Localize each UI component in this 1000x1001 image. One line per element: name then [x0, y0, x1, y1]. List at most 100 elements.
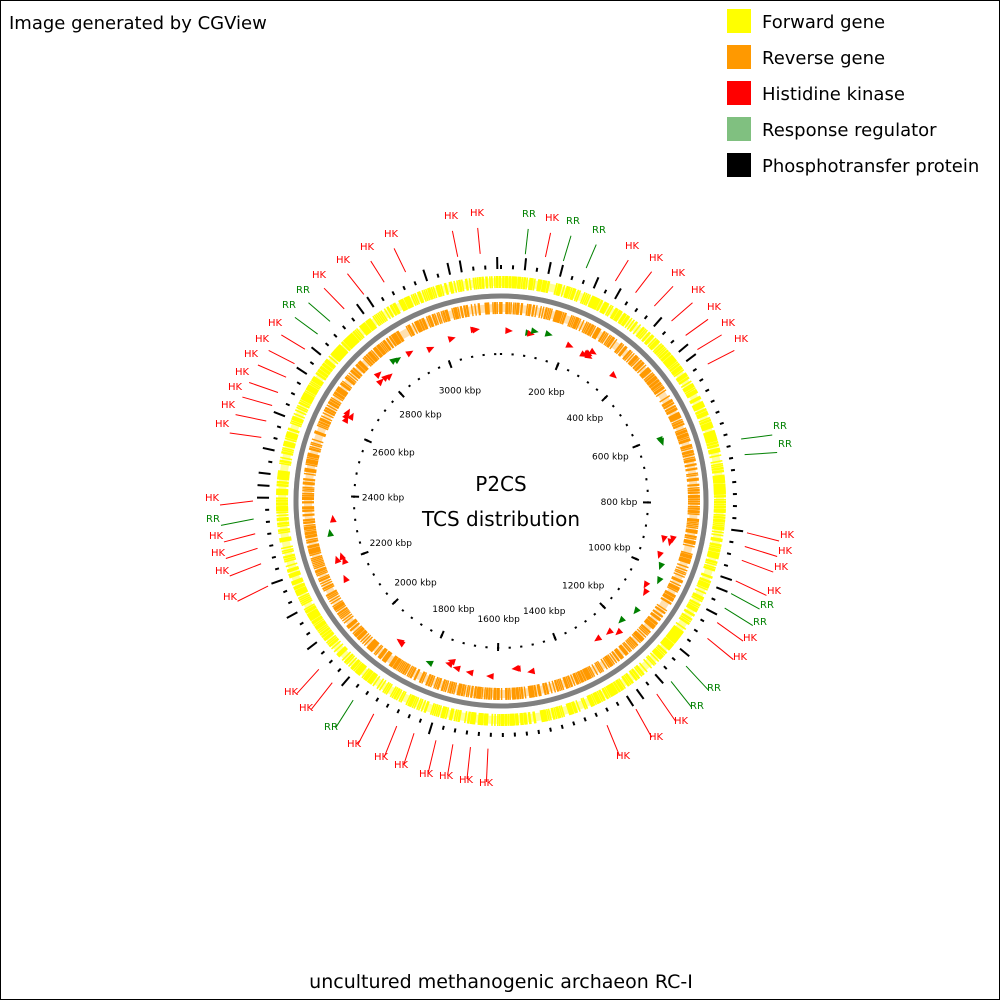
hk-label: HK: [616, 751, 631, 762]
forward-gene: [510, 714, 511, 726]
callout-leader: [725, 608, 753, 625]
legend-swatch: [727, 9, 751, 33]
hk-label: HK: [374, 752, 389, 763]
reverse-gene: [482, 687, 483, 699]
hk-label: HK: [721, 318, 736, 329]
ruler-minor-tick: [439, 367, 440, 369]
hk-marker: [448, 336, 456, 342]
ruler-minor-tick: [411, 617, 412, 619]
legend-swatch: [727, 153, 751, 177]
ruler-minor-tick: [384, 410, 386, 411]
ruler-label: 600 kbp: [592, 453, 629, 463]
legend-label: Forward gene: [762, 12, 885, 33]
callout-leader: [736, 581, 767, 595]
reverse-gene: [510, 688, 511, 700]
hk-marker: [466, 670, 474, 677]
hpt-mark: [307, 642, 317, 649]
hpt-mark: [467, 731, 468, 735]
center-subtitle: TCS distribution: [421, 507, 580, 531]
hk-marker: [426, 347, 434, 353]
reverse-gene: [471, 304, 473, 316]
reverse-gene: [512, 688, 513, 700]
hpt-mark: [594, 277, 599, 288]
reverse-gene: [491, 688, 492, 700]
forward-gene: [475, 277, 476, 289]
hk-label: HK: [625, 241, 640, 252]
hk-marker: [594, 634, 602, 641]
callout-leader: [242, 397, 272, 405]
callout-leader: [747, 533, 779, 541]
hpt-mark: [397, 709, 399, 713]
hk-label: HK: [674, 716, 689, 727]
rr-marker: [618, 616, 626, 624]
forward-gene: [487, 276, 488, 288]
center-title: P2CS: [475, 472, 526, 496]
ruler-minor-tick: [359, 542, 361, 543]
rr-label: RR: [753, 617, 767, 628]
hpt-mark: [447, 263, 450, 275]
reverse-gene: [516, 687, 517, 699]
ruler-minor-tick: [594, 613, 595, 615]
forward-gene: [277, 484, 289, 485]
hk-marker: [486, 673, 494, 680]
hpt-mark: [392, 291, 394, 295]
callout-leader: [545, 233, 550, 257]
ruler-minor-tick: [409, 385, 410, 387]
ruler-label: 1400 kbp: [523, 607, 566, 617]
ruler-label: 3000 kbp: [439, 386, 482, 396]
legend-label: Response regulator: [762, 120, 937, 141]
hk-label: HK: [444, 211, 459, 222]
ruler-minor-tick: [358, 462, 360, 463]
hpt-mark: [277, 426, 281, 427]
forward-gene: [521, 277, 522, 289]
callout-leader: [478, 228, 481, 254]
rr-marker: [633, 606, 640, 614]
hpt-mark: [437, 274, 438, 278]
forward-gene: [276, 489, 288, 490]
hpt-mark: [693, 369, 696, 371]
hk-label: HK: [780, 530, 795, 541]
ruler-minor-tick: [585, 620, 586, 622]
ruler-minor-tick: [596, 389, 597, 391]
callout-leader: [697, 335, 721, 350]
forward-gene: [277, 518, 289, 519]
hk-marker: [472, 327, 480, 334]
callout-leader: [238, 586, 269, 601]
rr-label: RR: [773, 421, 787, 432]
forward-gene: [516, 714, 517, 726]
hpt-mark: [583, 280, 584, 284]
callout-leader: [230, 564, 261, 576]
hpt-mark: [258, 485, 270, 486]
hk-label: HK: [394, 760, 409, 771]
hpt-mark: [338, 669, 341, 672]
callout-leader: [336, 700, 353, 727]
ruler-minor-tick: [624, 579, 626, 580]
hk-marker: [589, 348, 597, 355]
reverse-gene: [513, 302, 514, 314]
hpt-mark: [342, 677, 350, 686]
hpt-mark: [274, 412, 285, 416]
hk-label: HK: [439, 771, 454, 782]
hk-label: HK: [649, 253, 664, 264]
ruler-minor-tick: [618, 588, 620, 589]
hk-label: HK: [671, 268, 686, 279]
hpt-mark: [701, 619, 704, 621]
reverse-gene: [302, 514, 314, 515]
hk-label: HK: [268, 318, 283, 329]
ruler-label: 1000 kbp: [588, 543, 631, 553]
hpt-mark: [423, 270, 427, 281]
hpt-mark: [729, 542, 733, 543]
ruler-minor-tick: [452, 639, 453, 641]
ruler-label: 800 kbp: [601, 498, 638, 508]
hk-label: HK: [733, 652, 748, 663]
forward-gene: [480, 277, 481, 289]
hpt-mark: [376, 698, 378, 701]
callout-leader: [615, 260, 628, 281]
forward-gene: [519, 277, 520, 289]
hpt-mark: [326, 343, 329, 346]
ruler-label: 1800 kbp: [432, 605, 475, 615]
ruler-major-tick: [361, 552, 368, 555]
hpt-mark: [357, 304, 364, 314]
